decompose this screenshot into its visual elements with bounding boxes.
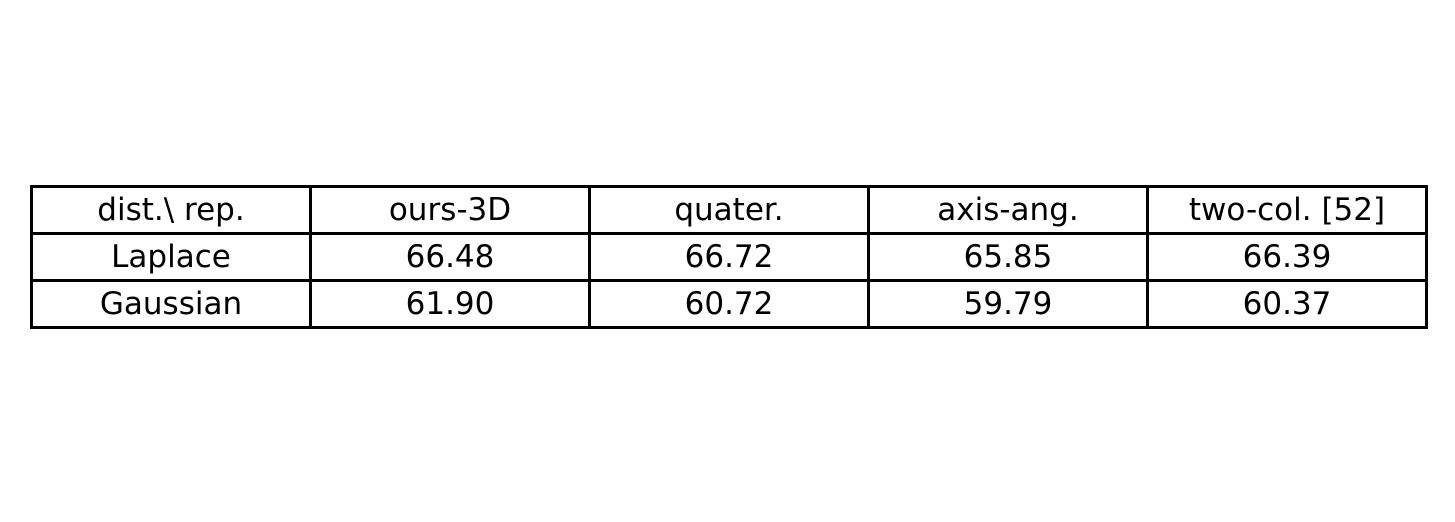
table-cell: 60.72 xyxy=(588,279,870,329)
header-cell: quater. xyxy=(588,185,870,235)
row-label-cell: Laplace xyxy=(30,232,312,282)
header-cell: ours-3D xyxy=(309,185,591,235)
table-cell: 60.37 xyxy=(1146,279,1428,329)
table-row: Laplace 66.48 66.72 65.85 66.39 xyxy=(30,232,1428,282)
header-cell: two-col. [52] xyxy=(1146,185,1428,235)
header-cell: axis-ang. xyxy=(867,185,1149,235)
results-table: dist.\ rep. ours-3D quater. axis-ang. tw… xyxy=(30,185,1428,329)
table-cell: 65.85 xyxy=(867,232,1149,282)
table-cell: 66.48 xyxy=(309,232,591,282)
table-cell: 66.72 xyxy=(588,232,870,282)
header-row: dist.\ rep. ours-3D quater. axis-ang. tw… xyxy=(30,185,1428,235)
table-cell: 59.79 xyxy=(867,279,1149,329)
table-row: Gaussian 61.90 60.72 59.79 60.37 xyxy=(30,279,1428,329)
row-label-cell: Gaussian xyxy=(30,279,312,329)
header-cell: dist.\ rep. xyxy=(30,185,312,235)
table-cell: 66.39 xyxy=(1146,232,1428,282)
table-cell: 61.90 xyxy=(309,279,591,329)
